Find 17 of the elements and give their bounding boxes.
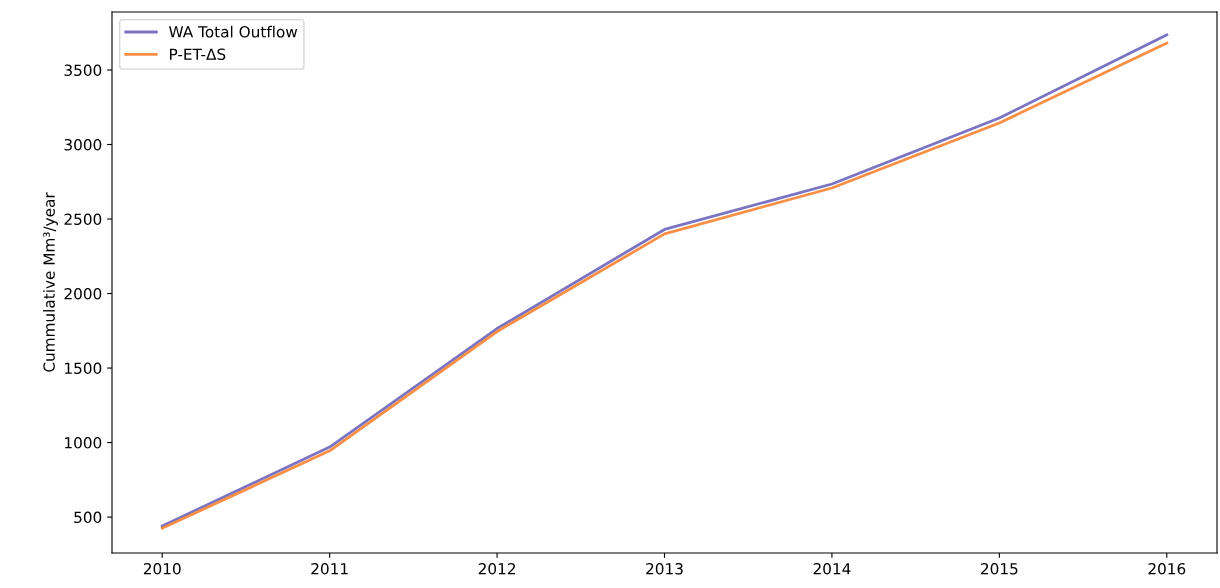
y-tick-label: 2000 (64, 287, 102, 300)
y-tick-label: 1000 (65, 437, 102, 449)
y-axis-title: Cummulative Mm³/year (43, 192, 58, 372)
x-tick-label: 2011 (311, 562, 348, 575)
y-tick-label: 1500 (65, 362, 102, 375)
legend-label: P-ET-ΔS (170, 48, 226, 60)
y-tick-label: 3000 (64, 138, 102, 151)
x-tick-label: 2015 (981, 562, 1018, 575)
y-tick-label: 500 (74, 511, 102, 524)
x-tick-label: 2010 (143, 562, 181, 575)
x-tick-label: 2016 (1148, 562, 1186, 575)
y-tick-label: 2500 (64, 213, 102, 226)
x-tick-label: 2014 (813, 562, 851, 575)
x-tick-label: 2013 (646, 562, 683, 575)
y-tick-label: 3500 (64, 64, 102, 76)
legend-label: WA Total Outflow (169, 25, 298, 38)
x-tick-label: 2012 (478, 562, 515, 575)
